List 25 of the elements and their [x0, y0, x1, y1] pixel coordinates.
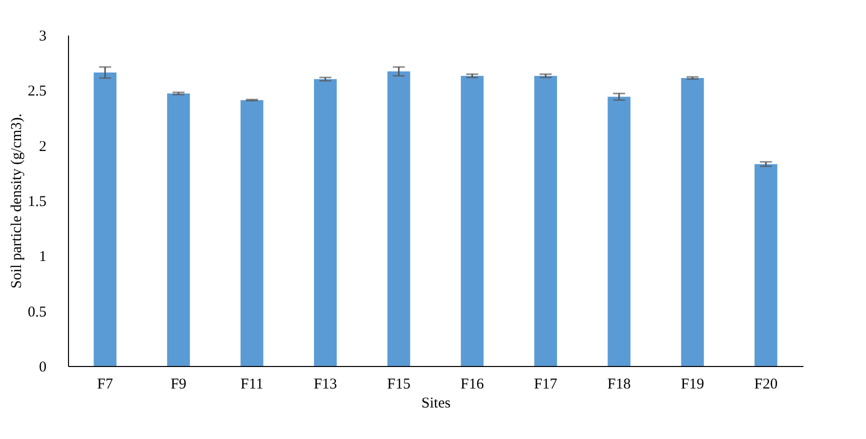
bar [387, 71, 410, 366]
y-axis-title: Soil particle density (g/cm3). [8, 114, 25, 288]
x-tick-label: F19 [680, 376, 704, 392]
x-tick-label: F15 [387, 376, 410, 392]
bar [240, 100, 264, 366]
x-tick-label: F11 [240, 376, 264, 392]
bar [167, 93, 190, 366]
x-axis-title: Sites [421, 396, 451, 412]
y-tick-label: 0.5 [28, 304, 46, 320]
y-tick-label: 1 [39, 249, 46, 266]
y-tick-label: 0 [39, 360, 46, 376]
bar [608, 96, 630, 366]
y-tick-label: 2 [39, 138, 46, 155]
x-tick-label: F7 [97, 376, 114, 392]
x-tick-label: F17 [534, 376, 558, 392]
y-tick-label: 3 [39, 28, 46, 44]
bar [94, 72, 116, 366]
x-tick-label: F20 [754, 376, 778, 392]
x-tick-label: F9 [170, 376, 186, 392]
y-tick-label: 2.5 [28, 84, 46, 100]
x-tick-label: F13 [314, 376, 338, 392]
y-tick-label: 1.5 [28, 194, 46, 210]
bar [681, 78, 704, 366]
x-tick-label: F18 [607, 376, 631, 392]
x-tick-label: F16 [460, 376, 484, 392]
